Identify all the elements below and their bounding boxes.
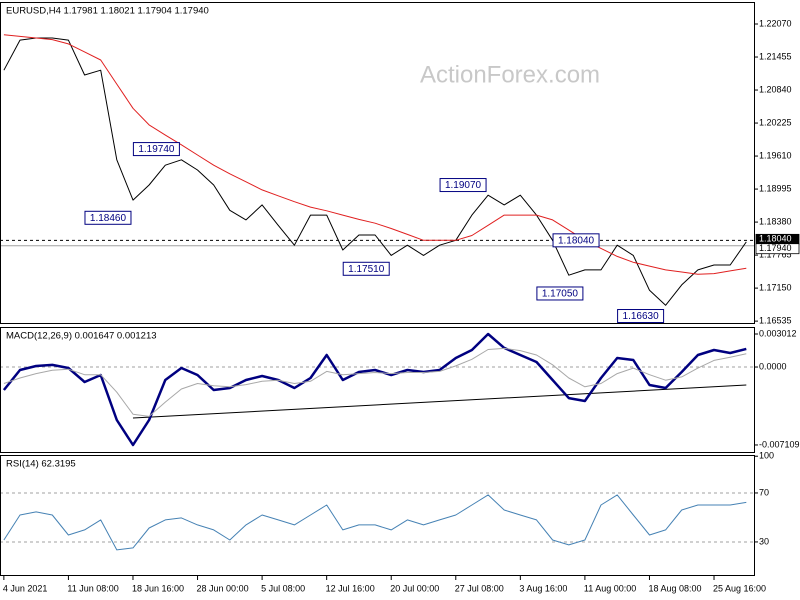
annotation-label: 1.17050 xyxy=(542,289,579,300)
panel: 1.19740 1.18460 1.19070 1.18040 1.17510 1.170… xyxy=(0,34,755,323)
y-tick-label: 1.20840 xyxy=(759,84,792,94)
x-tick-label: 28 Jun 00:00 xyxy=(197,583,249,593)
x-tick-label: 25 Aug 16:00 xyxy=(713,583,766,593)
y-tick-label: 1.17765 xyxy=(759,249,792,259)
series-line xyxy=(2,332,747,447)
panel xyxy=(0,492,755,551)
x-tick-label: 18 Aug 08:00 xyxy=(648,583,701,593)
x-tick-label: 12 Jul 16:00 xyxy=(326,583,375,593)
x-tick-label: 11 Jun 08:00 xyxy=(67,583,118,593)
price-label: 1.17940 xyxy=(759,243,792,253)
watermark: ActionForex.com xyxy=(420,61,600,88)
y-tick-label: -0.007109 xyxy=(759,439,800,449)
series-line xyxy=(3,347,747,417)
annotation-label: 1.19070 xyxy=(445,180,482,191)
panel-border xyxy=(0,2,755,324)
x-tick-label: 27 Jul 08:00 xyxy=(455,583,504,593)
annotation-label: 1.18040 xyxy=(558,235,595,246)
y-tick-label: 30 xyxy=(759,536,769,546)
y-tick-label: 0.0000 xyxy=(759,361,787,371)
annotation-box xyxy=(132,142,180,157)
x-tick-label: 20 Jul 00:00 xyxy=(390,583,439,593)
annotation-label: 1.17510 xyxy=(348,264,385,275)
y-tick-label: 1.19610 xyxy=(759,150,792,160)
y-tick-label: 1.18995 xyxy=(759,183,792,193)
series-line xyxy=(3,494,747,551)
annotation-box xyxy=(439,178,487,193)
x-tick-label: 5 Jul 08:00 xyxy=(261,583,305,593)
y-tick-label: 1.16535 xyxy=(759,315,792,325)
series-line xyxy=(3,34,747,275)
panel-border xyxy=(0,455,755,576)
y-tick-label: 70 xyxy=(759,487,769,497)
panel-border xyxy=(0,327,755,453)
annotation-label: 1.19740 xyxy=(138,144,175,155)
trendline xyxy=(132,384,747,419)
annotation-box xyxy=(617,309,665,323)
x-tick-label: 4 Jun 2021 xyxy=(3,583,48,593)
x-tick-label: 3 Aug 16:00 xyxy=(519,583,567,593)
annotation-box xyxy=(536,286,584,301)
panel-title: RSI(14) 62.3195 xyxy=(6,459,76,470)
price-label-box xyxy=(755,243,800,255)
annotation-box xyxy=(552,233,600,248)
y-tick-label: 1.20225 xyxy=(759,117,792,127)
panel-title: MACD(12,26,9) 0.001647 0.001213 xyxy=(6,331,157,342)
panel xyxy=(0,332,755,447)
annotation-box xyxy=(84,210,132,225)
annotation-box xyxy=(342,261,390,276)
y-tick-label: 1.18380 xyxy=(759,216,792,226)
series-line xyxy=(3,37,747,306)
annotation-label: 1.18460 xyxy=(90,213,127,224)
price-label: 1.18040 xyxy=(759,234,792,244)
x-tick-label: 11 Aug 00:00 xyxy=(584,583,636,593)
y-tick-label: 100 xyxy=(759,451,774,461)
panel-title: EURUSD,H4 1.17981 1.18021 1.17904 1.1794… xyxy=(6,6,209,17)
y-tick-label: 1.17150 xyxy=(759,282,792,292)
y-tick-label: 0.003012 xyxy=(759,328,797,338)
x-tick-label: 18 Jun 16:00 xyxy=(132,583,184,593)
y-tick-label: 1.21455 xyxy=(759,51,792,61)
y-tick-label: 1.22070 xyxy=(759,18,792,28)
annotation-label: 1.16630 xyxy=(623,311,660,322)
